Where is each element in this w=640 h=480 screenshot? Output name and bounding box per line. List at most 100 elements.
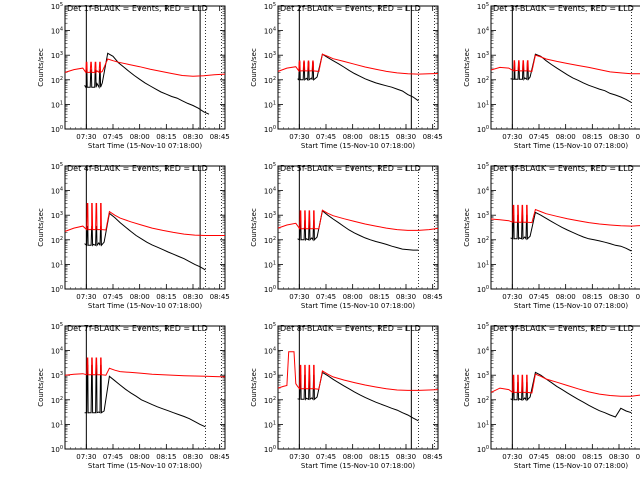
y-tick-label: 100 bbox=[477, 445, 489, 454]
x-tick-label: 08:30 bbox=[609, 453, 629, 461]
y-axis-label: Counts/sec bbox=[463, 208, 471, 247]
x-tick-label: 07:45 bbox=[316, 293, 336, 301]
y-tick-label: 100 bbox=[477, 285, 489, 294]
x-tick-label: 08:45 bbox=[423, 453, 443, 461]
x-tick-label: 08:15 bbox=[582, 453, 602, 461]
y-tick-label: 101 bbox=[477, 260, 489, 269]
detector-panel: Det 6f-BLACK = Events, RED = LLD 100 101 10… bbox=[463, 162, 640, 310]
x-tick-label: 08:00 bbox=[556, 133, 576, 141]
plot-frame bbox=[277, 325, 439, 450]
x-tick-label: 08:00 bbox=[556, 453, 576, 461]
y-tick-label: 104 bbox=[264, 187, 276, 196]
lld-series-line bbox=[490, 204, 640, 227]
x-tick-label: 07:45 bbox=[103, 133, 123, 141]
y-tick-label: 101 bbox=[51, 100, 63, 109]
y-tick-label: 102 bbox=[51, 396, 63, 405]
x-tick-label: 08:30 bbox=[396, 293, 416, 301]
x-tick-label: 07:45 bbox=[103, 293, 123, 301]
y-tick-label: 104 bbox=[264, 347, 276, 356]
y-tick-label: 103 bbox=[264, 51, 276, 60]
x-tick-label: 08:30 bbox=[183, 133, 203, 141]
y-tick-label: 101 bbox=[264, 100, 276, 109]
x-axis-label: Start Time (15-Nov-10 07:18:00) bbox=[88, 462, 202, 470]
lld-series-line bbox=[64, 203, 225, 236]
panel-title: Det 6f-BLACK = Events, RED = LLD bbox=[493, 164, 634, 173]
y-tick-label: 100 bbox=[264, 445, 276, 454]
y-tick-label: 103 bbox=[51, 211, 63, 220]
events-series-line bbox=[84, 212, 206, 271]
y-axis-label: Counts/sec bbox=[250, 208, 258, 247]
x-tick-label: 08:45 bbox=[210, 293, 230, 301]
y-tick-label: 104 bbox=[264, 27, 276, 36]
x-tick-label: 08:15 bbox=[156, 133, 176, 141]
x-tick-label: 08:00 bbox=[130, 133, 150, 141]
y-tick-label: 104 bbox=[477, 187, 489, 196]
y-tick-label: 105 bbox=[51, 322, 63, 331]
lld-series-line bbox=[277, 53, 439, 75]
detector-panel: Det 5f-BLACK = Events, RED = LLD 100 101 10… bbox=[250, 162, 443, 310]
y-tick-label: 104 bbox=[51, 187, 63, 196]
panel-title: Det 2f-BLACK = Events, RED = LLD bbox=[280, 4, 421, 13]
y-axis-label: Counts/sec bbox=[37, 48, 45, 87]
y-tick-label: 100 bbox=[264, 125, 276, 134]
x-tick-label: 08:00 bbox=[343, 133, 363, 141]
events-series-line bbox=[297, 371, 419, 422]
x-tick-label: 08:30 bbox=[183, 293, 203, 301]
x-tick-label: 07:30 bbox=[76, 133, 96, 141]
y-tick-label: 102 bbox=[51, 76, 63, 85]
x-tick-label: 08:30 bbox=[609, 133, 629, 141]
lld-series-line bbox=[490, 54, 640, 75]
y-axis-label: Counts/sec bbox=[250, 368, 258, 407]
y-tick-label: 101 bbox=[264, 260, 276, 269]
events-series-line bbox=[84, 52, 210, 115]
x-tick-label: 08:00 bbox=[130, 293, 150, 301]
x-tick-label: 08:15 bbox=[156, 293, 176, 301]
detector-panel: Det 4f-BLACK = Events, RED = LLD 100 101 10… bbox=[37, 162, 230, 310]
x-tick-label: 07:30 bbox=[289, 133, 309, 141]
x-tick-label: 07:30 bbox=[289, 453, 309, 461]
y-tick-label: 103 bbox=[477, 371, 489, 380]
y-tick-label: 103 bbox=[264, 211, 276, 220]
plot-frame bbox=[64, 165, 226, 290]
y-tick-label: 103 bbox=[477, 211, 489, 220]
plot-frame bbox=[277, 165, 439, 290]
y-tick-label: 102 bbox=[477, 76, 489, 85]
x-tick-label: 08:00 bbox=[343, 453, 363, 461]
panel-title: Det 1f-BLACK = Events, RED = LLD bbox=[67, 4, 208, 13]
x-tick-label: 08:00 bbox=[343, 293, 363, 301]
x-tick-label: 08:15 bbox=[369, 293, 389, 301]
x-tick-label: 08:00 bbox=[556, 293, 576, 301]
y-tick-label: 104 bbox=[51, 27, 63, 36]
detector-panel: Det 3f-BLACK = Events, RED = LLD 100 101 10… bbox=[463, 2, 640, 150]
y-tick-label: 102 bbox=[264, 76, 276, 85]
y-tick-label: 102 bbox=[477, 396, 489, 405]
detector-panel: Det 1f-BLACK = Events, RED = LLD 100 101 10… bbox=[37, 2, 230, 150]
x-axis-label: Start Time (15-Nov-10 07:18:00) bbox=[301, 302, 415, 310]
x-axis-label: Start Time (15-Nov-10 07:18:00) bbox=[88, 142, 202, 150]
x-tick-label: 08:15 bbox=[369, 133, 389, 141]
y-tick-label: 104 bbox=[51, 347, 63, 356]
lld-series-line bbox=[277, 351, 439, 391]
x-axis-label: Start Time (15-Nov-10 07:18:00) bbox=[88, 302, 202, 310]
y-tick-label: 102 bbox=[477, 236, 489, 245]
y-tick-label: 103 bbox=[51, 371, 63, 380]
y-tick-label: 105 bbox=[264, 162, 276, 171]
y-axis-label: Counts/sec bbox=[463, 368, 471, 407]
y-axis-label: Counts/sec bbox=[250, 48, 258, 87]
y-tick-label: 100 bbox=[477, 125, 489, 134]
x-tick-label: 07:30 bbox=[502, 453, 522, 461]
panel-title: Det 8f-BLACK = Events, RED = LLD bbox=[280, 324, 421, 333]
x-tick-label: 07:30 bbox=[502, 293, 522, 301]
x-tick-label: 08:00 bbox=[130, 453, 150, 461]
x-axis-label: Start Time (15-Nov-10 07:18:00) bbox=[514, 142, 628, 150]
panel-title: Det 9f-BLACK = Events, RED = LLD bbox=[493, 324, 634, 333]
detector-panel: Det 8f-BLACK = Events, RED = LLD 100 101 10… bbox=[250, 322, 443, 470]
x-tick-label: 07:30 bbox=[76, 293, 96, 301]
y-axis-label: Counts/sec bbox=[463, 48, 471, 87]
x-tick-label: 08:30 bbox=[609, 293, 629, 301]
y-tick-label: 101 bbox=[477, 420, 489, 429]
detector-panel: Det 7f-BLACK = Events, RED = LLD 100 101 10… bbox=[37, 322, 230, 470]
y-tick-label: 105 bbox=[51, 162, 63, 171]
x-tick-label: 08:15 bbox=[156, 453, 176, 461]
x-tick-label: 08:45 bbox=[210, 133, 230, 141]
